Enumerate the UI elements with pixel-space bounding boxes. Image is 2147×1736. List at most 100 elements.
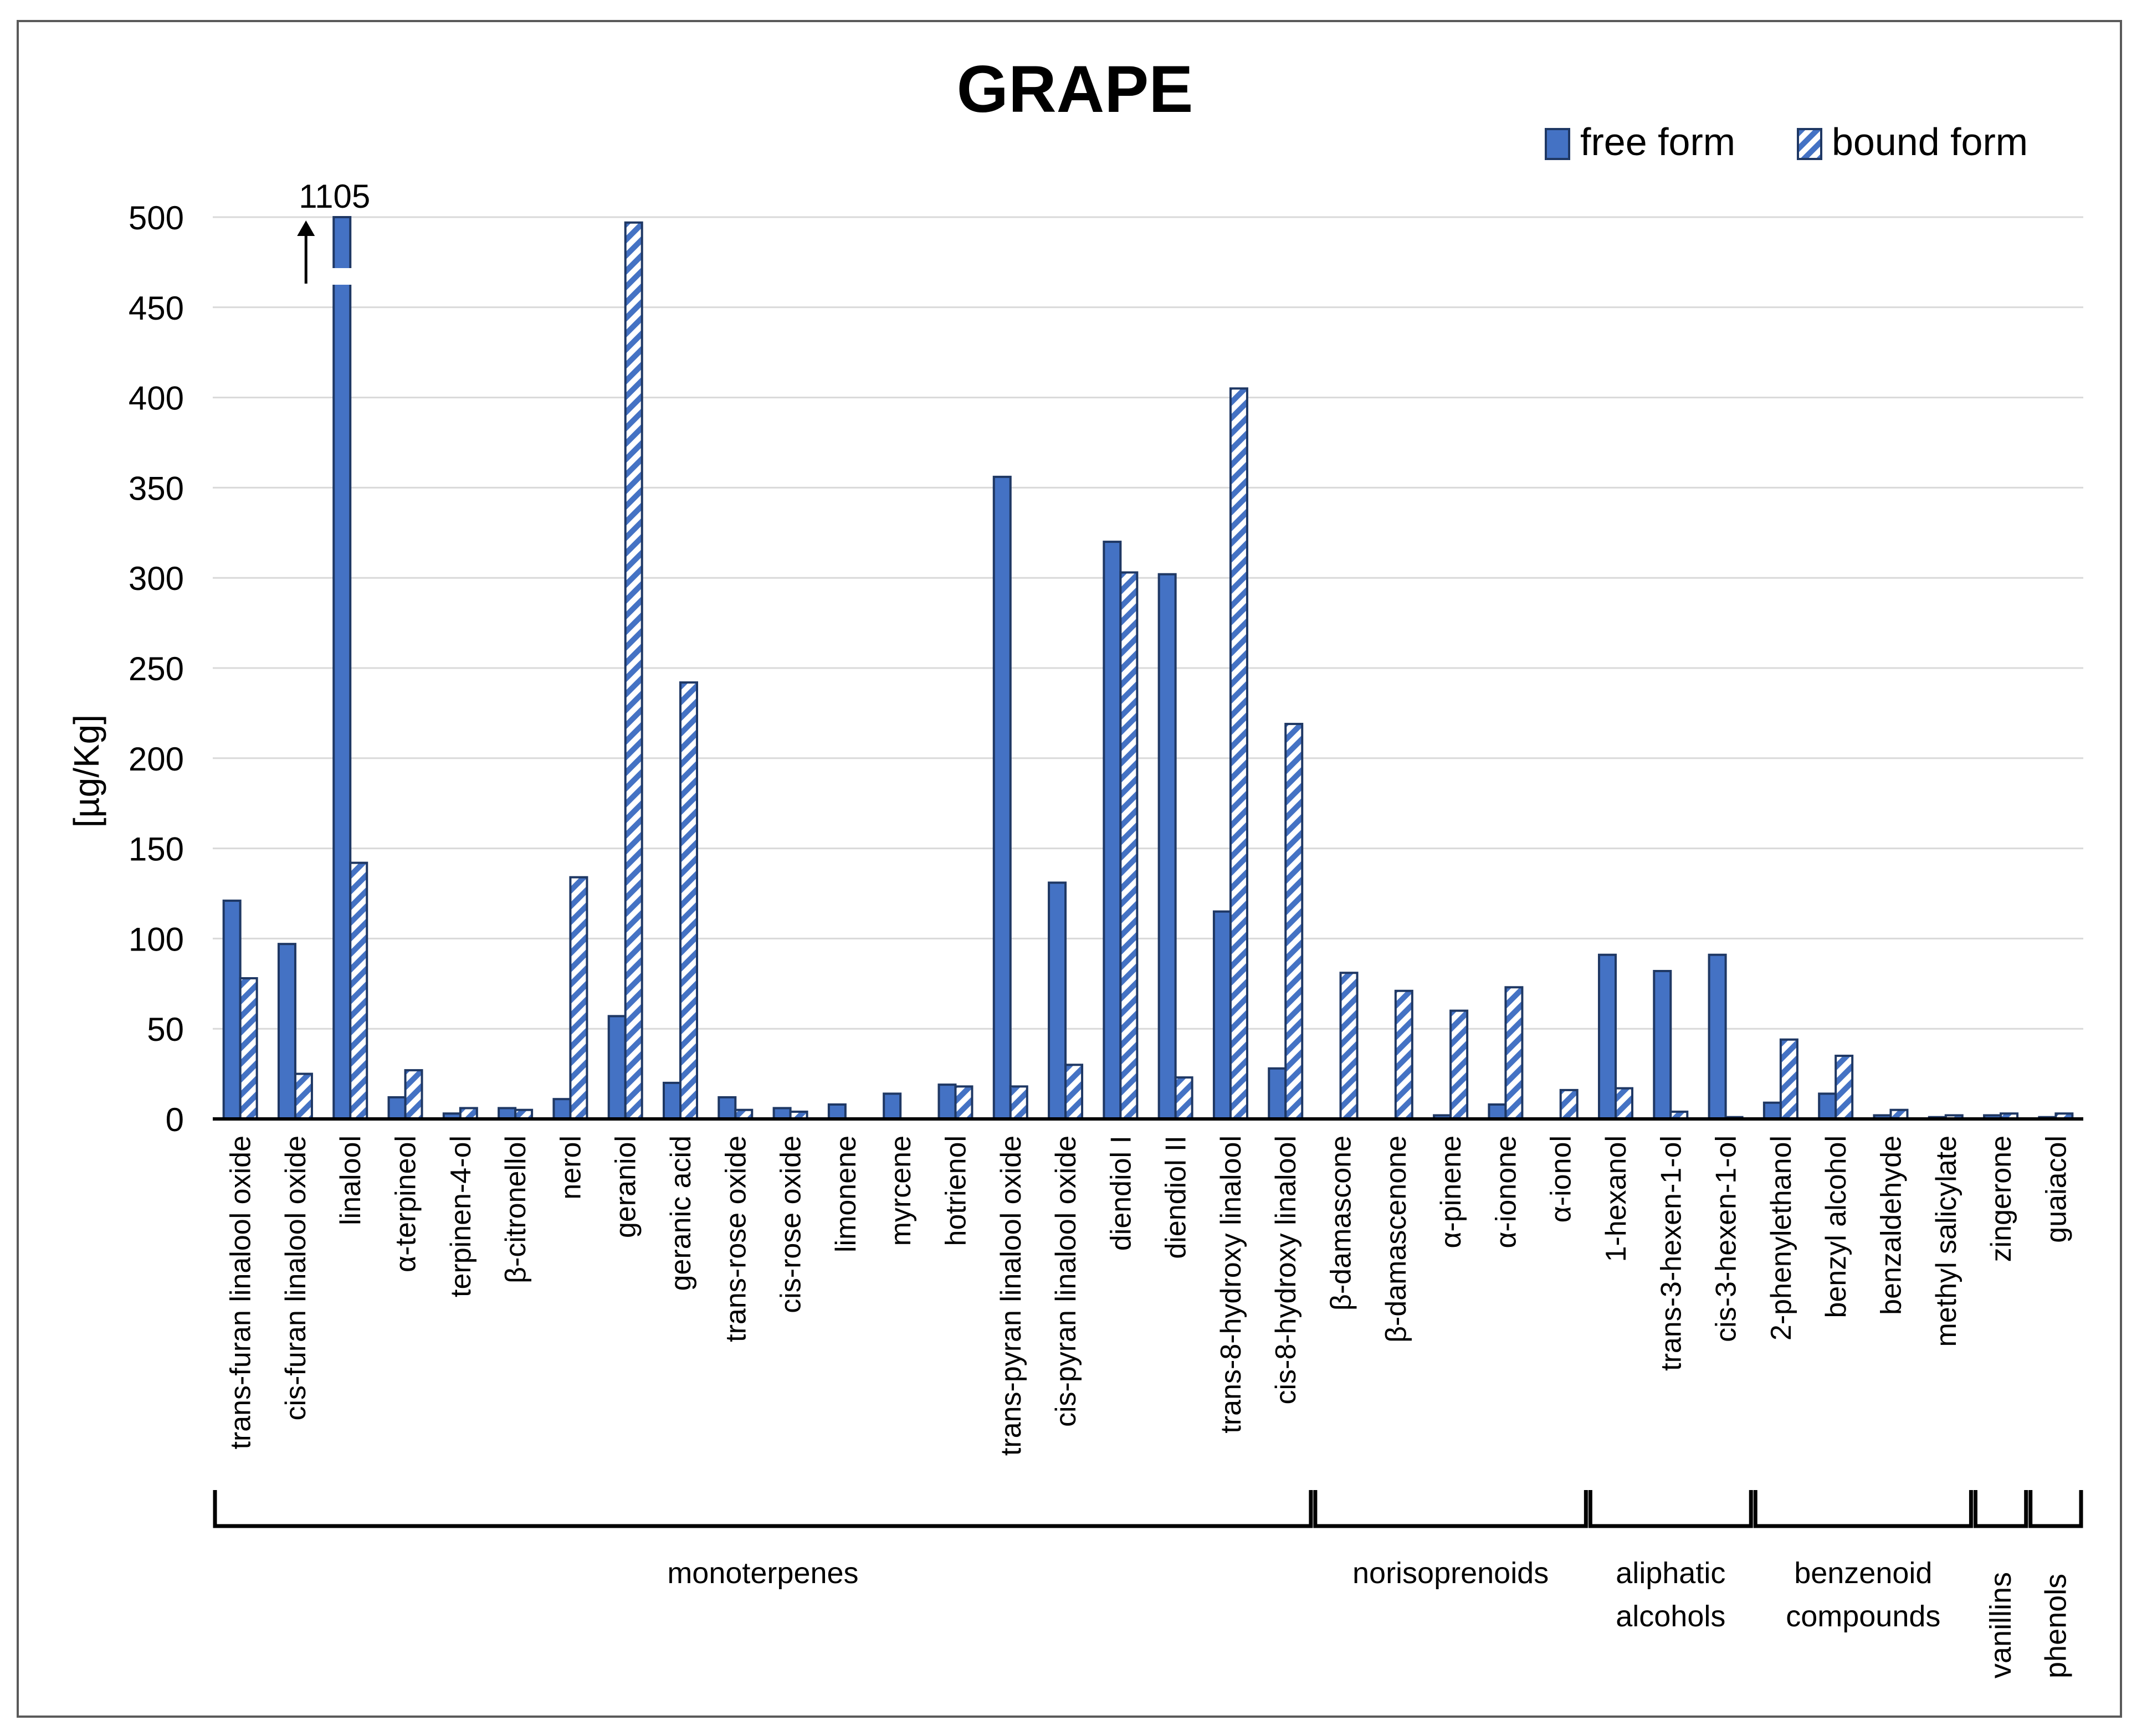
x-tick-label: cis-rose oxide — [775, 1136, 807, 1313]
bar-bound-form — [624, 221, 643, 1121]
overflow-arrow-head — [297, 220, 315, 236]
bar-bound-form — [1284, 722, 1304, 1121]
bar-bound-form — [1504, 986, 1524, 1121]
x-tick-label: α-pinene — [1435, 1136, 1467, 1249]
x-tick-label: cis-furan linalool oxide — [280, 1136, 312, 1421]
group-bracket — [1973, 1490, 2028, 1528]
bar-free-form — [992, 475, 1012, 1120]
bar-bound-form — [679, 681, 698, 1120]
chart-title: GRAPE — [957, 52, 1193, 126]
bar-bound-form — [1615, 1087, 1633, 1120]
x-tick-label: zingerone — [1985, 1136, 2017, 1262]
legend-swatch-bound — [1797, 128, 1822, 160]
x-tick-label: α-ionol — [1545, 1136, 1577, 1223]
y-tick-label: 250 — [129, 650, 184, 687]
bar-bound-form — [1449, 1009, 1469, 1121]
bar-bound-form — [1009, 1085, 1028, 1120]
bar-free-form — [1103, 541, 1122, 1121]
x-tick-label: 1-hexanol — [1600, 1136, 1632, 1262]
group-bracket — [1588, 1490, 1753, 1528]
x-tick-label: limonene — [830, 1136, 862, 1252]
group-bracket — [1753, 1490, 1973, 1528]
x-tick-label: guaiacol — [2040, 1136, 2072, 1243]
x-tick-labels: trans-furan linalool oxide cis-furan lina… — [225, 1136, 2073, 1456]
bar-bound-form — [1559, 1088, 1579, 1121]
bar-free-form — [718, 1096, 737, 1120]
bar-free-form — [1488, 1103, 1507, 1121]
bar-free-form — [937, 1083, 957, 1120]
x-tick-label: trans-rose oxide — [720, 1136, 752, 1342]
x-tick-label: β-damascenone — [1380, 1136, 1412, 1343]
bar-bound-form — [1835, 1055, 1854, 1121]
bar-bound-form — [1064, 1064, 1084, 1120]
x-tick-label: geranic acid — [665, 1136, 697, 1291]
bar-free-form — [1818, 1092, 1837, 1121]
bar-free-form — [332, 216, 352, 1120]
bar-free-form — [1048, 881, 1067, 1120]
x-tick-label: methyl salicylate — [1930, 1136, 1962, 1347]
x-tick-label: cis-8-hydroxy linalool — [1270, 1136, 1302, 1405]
bar-free-form — [663, 1081, 681, 1121]
y-tick-label: 50 — [147, 1011, 184, 1048]
bar-bound-form — [1229, 387, 1248, 1121]
x-tick-label: β-citronellol — [500, 1136, 532, 1283]
gridlines — [213, 216, 2083, 1030]
legend-label-free: free form — [1580, 120, 1735, 163]
bar-bound-form — [569, 876, 588, 1121]
legend-label-bound: bound form — [1832, 120, 2028, 163]
y-tick-label: 150 — [129, 831, 184, 868]
group-label: phenols — [2039, 1574, 2072, 1678]
bar-free-form — [827, 1103, 847, 1121]
x-tick-label: nerol — [555, 1136, 587, 1200]
bar-free-form — [552, 1098, 572, 1120]
x-tick-label: trans-8-hydroxy linalool — [1215, 1136, 1247, 1434]
bar-free-form — [277, 943, 296, 1120]
bar-free-form — [607, 1015, 627, 1120]
y-axis-label: [µg/Kg] — [66, 715, 106, 828]
x-tick-label: trans-3-hexen-1-ol — [1655, 1136, 1687, 1371]
bar-bound-form — [954, 1085, 973, 1120]
y-tick-label: 100 — [129, 921, 184, 958]
annotations: 1105 — [297, 178, 370, 285]
y-tick-label: 200 — [129, 741, 184, 778]
bar-free-form — [1653, 970, 1672, 1121]
x-tick-label: diendiol I — [1105, 1136, 1137, 1251]
bar-free-form — [883, 1092, 902, 1121]
group-bracket — [1313, 1490, 1588, 1528]
y-tick-label: 0 — [166, 1101, 184, 1138]
bar-free-form — [1268, 1067, 1287, 1121]
y-tick-label: 450 — [129, 290, 184, 327]
category-groups: monoterpenes norisoprenoids aliphatic alcoh… — [213, 1490, 2083, 1678]
group-bracket — [213, 1490, 1313, 1528]
bar-bound-form — [239, 977, 258, 1120]
bars — [222, 216, 2074, 1121]
bar-bound-form — [1174, 1076, 1193, 1121]
bar-free-form — [1157, 573, 1177, 1120]
axis-break — [330, 268, 354, 285]
bar-free-form — [387, 1096, 407, 1120]
group-bracket — [2028, 1490, 2083, 1528]
x-tick-label: trans-pyran linalool oxide — [995, 1136, 1027, 1456]
chart-frame — [17, 20, 2122, 1718]
x-tick-label: β-damascone — [1325, 1136, 1357, 1311]
bar-free-form — [222, 900, 242, 1121]
y-tick-labels: 0 50 100 150 200 250 300 350 400 450 500 — [129, 199, 184, 1138]
bar-bound-form — [349, 861, 368, 1120]
x-tick-label: cis-3-hexen-1-ol — [1710, 1136, 1743, 1342]
legend: free form bound form — [1545, 120, 2028, 163]
bar-bound-form — [1394, 989, 1413, 1120]
bar-free-form — [1762, 1101, 1782, 1121]
group-label: monoterpenes — [667, 1557, 858, 1590]
group-label: aliphatic alcohols — [1616, 1557, 1725, 1633]
bar-bound-form — [1339, 972, 1359, 1121]
y-tick-label: 400 — [129, 380, 184, 417]
bar-bound-form — [404, 1069, 423, 1121]
x-tick-label: terpinen-4-ol — [445, 1136, 477, 1297]
x-tick-label: α-ionone — [1490, 1136, 1522, 1249]
bar-free-form — [1598, 953, 1617, 1120]
x-tick-label: geraniol — [610, 1136, 642, 1238]
bar-free-form — [1212, 910, 1232, 1121]
legend-swatch-free — [1545, 128, 1570, 160]
x-tick-label: hotrienol — [940, 1136, 972, 1246]
